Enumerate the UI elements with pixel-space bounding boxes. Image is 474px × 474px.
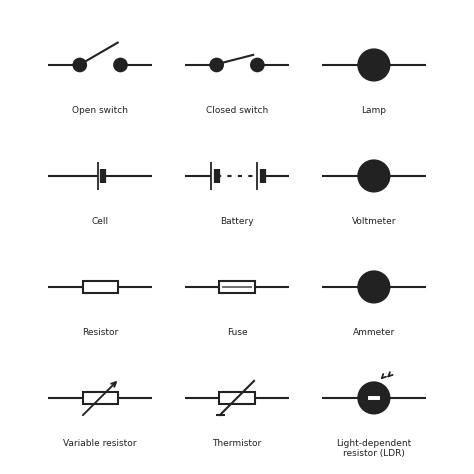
Circle shape xyxy=(114,59,127,71)
Circle shape xyxy=(210,59,223,71)
Text: Closed switch: Closed switch xyxy=(206,106,268,115)
Circle shape xyxy=(358,383,390,413)
Bar xyxy=(82,392,118,404)
Bar xyxy=(367,395,381,401)
Circle shape xyxy=(251,59,264,71)
Text: Resistor: Resistor xyxy=(82,328,118,337)
Text: Light-dependent
resistor (LDR): Light-dependent resistor (LDR) xyxy=(336,438,411,458)
Bar xyxy=(219,281,255,293)
Text: Lamp: Lamp xyxy=(361,106,386,115)
Text: Variable resistor: Variable resistor xyxy=(64,438,137,447)
Text: V: V xyxy=(369,167,379,182)
Circle shape xyxy=(73,59,86,71)
Text: Open switch: Open switch xyxy=(72,106,128,115)
Bar xyxy=(219,392,255,404)
Circle shape xyxy=(358,49,390,81)
Circle shape xyxy=(358,160,390,191)
Bar xyxy=(82,281,118,293)
Text: Ammeter: Ammeter xyxy=(353,328,395,337)
Text: Fuse: Fuse xyxy=(227,328,247,337)
Text: A: A xyxy=(369,278,379,293)
Text: Cell: Cell xyxy=(91,217,109,226)
Text: Thermistor: Thermistor xyxy=(212,438,262,447)
Text: Voltmeter: Voltmeter xyxy=(352,217,396,226)
Circle shape xyxy=(358,272,390,302)
Text: Battery: Battery xyxy=(220,217,254,226)
